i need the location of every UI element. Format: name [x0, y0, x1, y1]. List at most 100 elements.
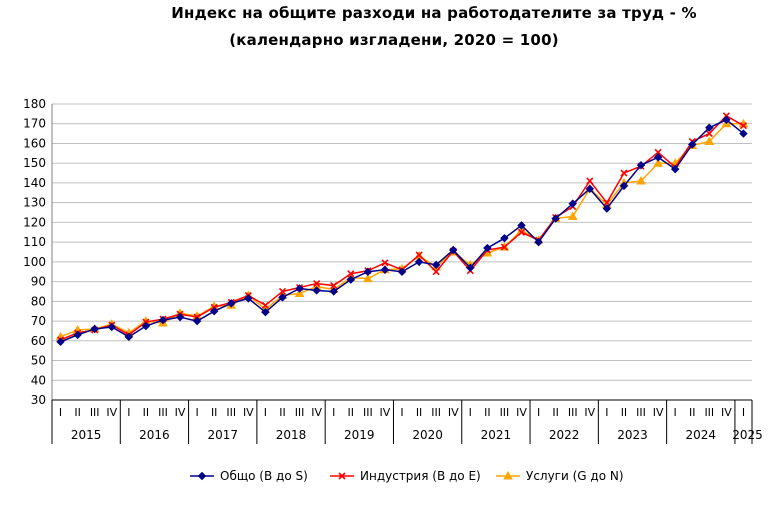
data-point — [653, 153, 663, 162]
data-point — [432, 268, 440, 276]
y-tick-label: 50 — [31, 354, 46, 368]
data-point — [568, 199, 577, 208]
year-label: 2020 — [412, 428, 443, 442]
data-point — [500, 243, 509, 251]
year-label: 2017 — [207, 428, 238, 442]
y-tick-label: 150 — [23, 156, 46, 170]
data-point — [192, 316, 202, 326]
data-point — [294, 288, 305, 297]
x-tick-label: III — [363, 406, 373, 419]
x-tick-label: II — [552, 406, 559, 419]
year-label: 2021 — [481, 428, 512, 442]
x-tick-label: III — [295, 406, 305, 419]
x-tick-label: II — [143, 406, 150, 419]
data-point — [567, 211, 578, 220]
data-point — [500, 233, 509, 243]
data-point — [670, 164, 680, 174]
y-tick-label: 100 — [23, 255, 46, 269]
data-point — [347, 270, 355, 278]
x-tick-label: III — [636, 406, 646, 419]
x-tick-label: III — [568, 406, 578, 419]
x-tick-label: IV — [106, 406, 117, 419]
legend-label: Общо (B до S) — [220, 469, 308, 483]
x-tick-label: I — [674, 406, 677, 419]
series-line — [60, 114, 744, 341]
data-point — [705, 123, 714, 132]
x-tick-label: I — [264, 406, 267, 419]
data-point — [363, 267, 373, 276]
data-point — [739, 122, 748, 130]
data-point — [517, 228, 526, 236]
x-tick-label: I — [195, 406, 198, 419]
y-tick-label: 80 — [31, 294, 46, 308]
year-label: 2018 — [276, 428, 307, 442]
legend-entry: Услуги (G до N) — [496, 469, 624, 483]
y-tick-label: 90 — [31, 275, 46, 289]
x-tick-label: IV — [175, 406, 186, 419]
data-point — [346, 275, 355, 284]
x-tick-label: I — [605, 406, 608, 419]
x-tick-label: II — [211, 406, 218, 419]
y-tick-label: 130 — [23, 196, 46, 210]
x-tick-label: IV — [380, 406, 391, 419]
data-point — [619, 181, 629, 191]
data-point — [636, 175, 646, 185]
data-point — [330, 281, 338, 290]
x-tick-label: IV — [584, 406, 595, 419]
data-point — [56, 337, 65, 346]
data-point — [483, 243, 492, 253]
y-tick-label: 110 — [23, 235, 46, 249]
x-tick-label: II — [484, 406, 491, 419]
data-point — [586, 177, 594, 185]
x-tick-label: I — [332, 406, 335, 419]
data-point — [312, 286, 321, 295]
x-tick-label: I — [469, 406, 472, 419]
data-point — [431, 260, 441, 270]
data-point — [704, 136, 715, 145]
data-point — [73, 330, 82, 340]
data-point — [620, 169, 628, 177]
data-point — [397, 267, 407, 276]
data-point — [197, 471, 207, 481]
chart-title: Индекс на общите разходи на работодатели… — [171, 4, 697, 22]
data-point — [653, 158, 663, 167]
x-tick-label: I — [537, 406, 540, 419]
y-tick-label: 140 — [23, 176, 46, 190]
x-tick-label: II — [689, 406, 696, 419]
data-point — [244, 294, 253, 303]
x-tick-label: II — [621, 406, 628, 419]
data-point — [158, 315, 168, 325]
year-label: 2016 — [139, 428, 170, 442]
x-tick-label: IV — [448, 406, 459, 419]
year-label: 2015 — [71, 428, 102, 442]
chart-subtitle: (календарно изгладени, 2020 = 100) — [229, 31, 559, 49]
legend-label: Индустрия (B до E) — [360, 469, 481, 483]
data-point — [503, 470, 513, 480]
x-tick-label: III — [90, 406, 100, 419]
data-point — [90, 324, 99, 334]
y-tick-label: 180 — [23, 97, 46, 111]
x-tick-label: I — [742, 406, 745, 419]
year-label: 2023 — [617, 428, 648, 442]
data-point — [414, 257, 424, 267]
x-tick-label: II — [74, 406, 81, 419]
x-tick-label: IV — [721, 406, 732, 419]
data-point — [261, 307, 270, 317]
data-point — [654, 148, 662, 156]
year-label: 2024 — [686, 428, 717, 442]
data-point — [381, 259, 389, 267]
data-point — [449, 245, 458, 255]
y-tick-label: 120 — [23, 215, 46, 229]
data-point — [585, 184, 595, 194]
y-tick-label: 40 — [31, 373, 46, 387]
x-tick-label: I — [127, 406, 130, 419]
data-point — [261, 301, 269, 309]
y-tick-label: 70 — [31, 314, 46, 328]
data-point — [739, 129, 748, 138]
data-point — [688, 140, 697, 149]
series-industry — [56, 112, 748, 344]
y-tick-label: 60 — [31, 334, 46, 348]
year-label: 2025 — [732, 428, 763, 442]
data-point — [107, 322, 116, 332]
